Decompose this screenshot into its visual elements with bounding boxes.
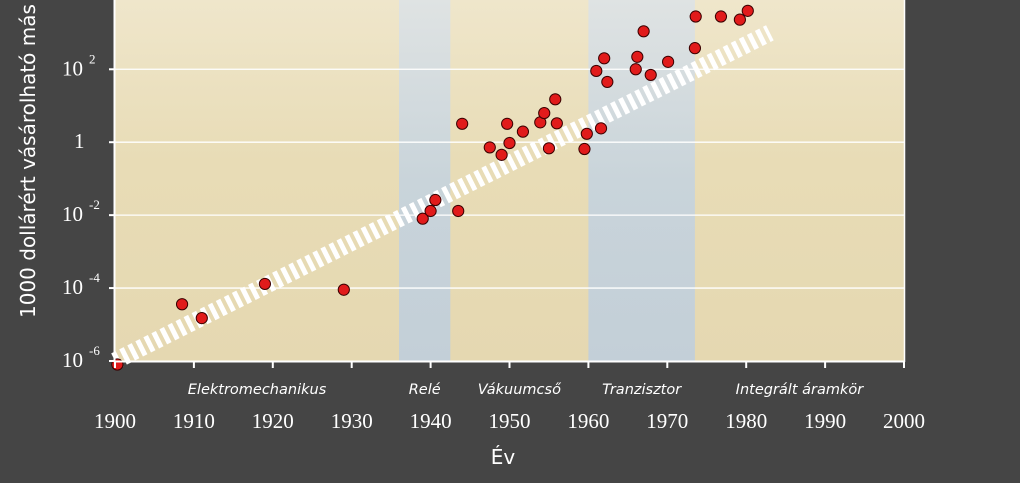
x-tick-labels: 1900 1910 1920 1930 1940 1950 1960 1970 1980 1990… bbox=[94, 409, 925, 433]
data-point bbox=[580, 127, 593, 140]
x-tick-label: 1900 bbox=[94, 409, 136, 433]
data-point bbox=[424, 204, 437, 218]
axes bbox=[109, 0, 906, 368]
x-tick-label: 1910 bbox=[173, 409, 215, 433]
x-tick-label: 1940 bbox=[410, 409, 452, 433]
data-point bbox=[550, 117, 563, 130]
data-point bbox=[598, 52, 611, 65]
era-label: Relé bbox=[409, 382, 441, 398]
data-point bbox=[578, 142, 591, 156]
data-point bbox=[733, 13, 746, 26]
x-tick-label: 1920 bbox=[252, 409, 294, 433]
era-label: Vákuumcső bbox=[478, 382, 562, 398]
x-tick-label: 1960 bbox=[567, 409, 609, 433]
data-point bbox=[456, 117, 469, 130]
era-band bbox=[399, 0, 451, 361]
data-point bbox=[661, 55, 675, 68]
y-tick-exponent: -4 bbox=[89, 270, 100, 285]
x-tick-label: 1980 bbox=[725, 409, 767, 433]
era-label: Integrált áramkör bbox=[736, 382, 865, 398]
data-point bbox=[175, 298, 189, 311]
data-point bbox=[416, 212, 429, 225]
y-tick-label: 1 bbox=[74, 129, 85, 153]
data-point bbox=[516, 125, 530, 138]
data-point bbox=[452, 204, 465, 218]
y-tick-exponent: 2 bbox=[89, 51, 96, 66]
data-point bbox=[549, 93, 562, 106]
data-point bbox=[501, 117, 514, 130]
data-point bbox=[258, 277, 272, 291]
era-label: Elektromechanikus bbox=[188, 382, 327, 398]
data-point bbox=[714, 10, 728, 23]
data-point bbox=[483, 141, 496, 154]
data-point bbox=[337, 283, 350, 296]
data-point bbox=[495, 148, 508, 161]
x-axis-title: Év bbox=[491, 445, 516, 469]
data-point bbox=[637, 25, 650, 38]
x-tick-label: 1930 bbox=[331, 409, 373, 433]
data-point bbox=[542, 142, 556, 155]
era-labels: Elektromechanikus Relé Vákuumcső Tranziszto… bbox=[188, 382, 864, 398]
data-point bbox=[631, 50, 644, 63]
y-tick-exponent: -6 bbox=[89, 343, 100, 358]
data-point bbox=[688, 42, 702, 55]
data-point bbox=[629, 63, 642, 76]
data-point bbox=[195, 312, 208, 325]
data-point bbox=[741, 4, 754, 17]
data-point bbox=[590, 64, 603, 78]
x-tick-label: 2000 bbox=[883, 409, 925, 433]
y-tick-label: 10 bbox=[62, 275, 83, 299]
x-tick-label: 1970 bbox=[646, 409, 688, 433]
data-point bbox=[538, 106, 551, 120]
y-tick-exponent: -2 bbox=[89, 197, 100, 212]
data-point bbox=[601, 75, 614, 89]
y-tick-label: 10 bbox=[62, 56, 83, 80]
era-label: Tranzisztor bbox=[602, 382, 682, 398]
y-axis-title: 1000 dollárért vásárolható más bbox=[16, 4, 40, 318]
y-tick-labels: 10 -6 10 -4 10 -2 1 10 2 bbox=[62, 51, 100, 372]
x-tick-label: 1950 bbox=[489, 409, 531, 433]
data-point bbox=[594, 122, 608, 135]
data-point bbox=[644, 68, 657, 82]
data-point bbox=[689, 10, 702, 23]
data-point bbox=[503, 136, 516, 150]
data-point bbox=[429, 193, 442, 207]
y-tick-label: 10 bbox=[62, 348, 83, 372]
x-tick-label: 1990 bbox=[804, 409, 846, 433]
y-tick-label: 10 bbox=[62, 202, 83, 226]
